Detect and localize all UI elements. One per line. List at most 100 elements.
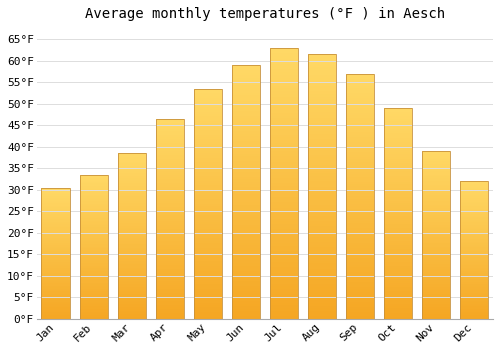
Bar [232,75,260,78]
Bar [118,211,146,213]
Bar [346,105,374,108]
Bar [270,113,298,116]
Bar [346,150,374,152]
Bar [384,195,412,197]
Bar [80,217,108,218]
Bar [422,302,450,304]
Bar [194,204,222,206]
Bar [118,310,146,312]
Bar [422,151,450,153]
Bar [232,144,260,146]
Bar [118,246,146,248]
Bar [346,162,374,164]
Bar [422,233,450,235]
Bar [42,303,70,304]
Bar [384,239,412,241]
Bar [156,249,184,251]
Bar [422,300,450,302]
Bar [80,205,108,206]
Bar [156,133,184,135]
Bar [194,96,222,98]
Bar [156,189,184,191]
Bar [118,188,146,190]
Bar [156,303,184,305]
Bar [118,261,146,262]
Bar [308,266,336,268]
Bar [80,241,108,243]
Bar [308,263,336,266]
Bar [118,282,146,284]
Bar [232,212,260,215]
Bar [118,205,146,206]
Bar [156,247,184,249]
Bar [346,223,374,226]
Bar [80,244,108,245]
Bar [232,248,260,250]
Bar [42,259,70,260]
Bar [346,118,374,120]
Bar [460,265,488,267]
Bar [308,314,336,316]
Bar [118,224,146,226]
Bar [270,289,298,292]
Bar [308,68,336,70]
Bar [422,264,450,265]
Bar [232,268,260,271]
Bar [460,317,488,319]
Bar [384,119,412,121]
Bar [270,50,298,53]
Bar [384,253,412,256]
Bar [346,304,374,307]
Bar [156,119,184,319]
Bar [384,266,412,268]
Bar [308,285,336,287]
Bar [308,276,336,279]
Bar [308,152,336,155]
Bar [422,190,450,191]
Bar [422,206,450,208]
Bar [346,81,374,83]
Bar [232,134,260,136]
Bar [80,290,108,292]
Bar [422,282,450,284]
Bar [460,267,488,268]
Bar [460,238,488,239]
Bar [460,220,488,221]
Bar [156,151,184,153]
Bar [232,273,260,276]
Bar [308,224,336,226]
Bar [460,315,488,316]
Bar [384,169,412,171]
Bar [270,148,298,151]
Bar [270,278,298,281]
Bar [118,228,146,230]
Bar [118,292,146,294]
Bar [80,185,108,186]
Bar [156,159,184,161]
Bar [270,67,298,70]
Bar [194,199,222,202]
Bar [460,198,488,199]
Bar [346,199,374,201]
Bar [384,121,412,123]
Bar [80,303,108,304]
Bar [308,200,336,202]
Bar [232,230,260,232]
Bar [384,167,412,169]
Bar [194,273,222,275]
Bar [346,272,374,275]
Bar [156,165,184,167]
Bar [80,198,108,199]
Bar [460,273,488,275]
Bar [308,70,336,73]
Bar [42,302,70,303]
Bar [270,178,298,181]
Bar [460,278,488,279]
Bar [346,91,374,93]
Bar [80,306,108,307]
Bar [460,307,488,308]
Bar [80,300,108,302]
Bar [42,193,70,194]
Bar [156,171,184,173]
Bar [422,215,450,217]
